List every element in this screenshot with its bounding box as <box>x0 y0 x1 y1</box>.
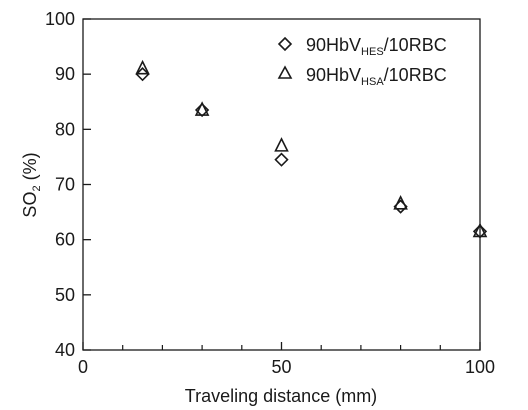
y-tick-label: 80 <box>55 119 75 139</box>
y-tick-label: 100 <box>45 9 75 29</box>
legend-label-hes-sub: HES <box>361 46 384 58</box>
y-axis-title-sub: 2 <box>31 185 43 191</box>
y-axis: 40 50 60 70 80 90 100 <box>45 9 91 360</box>
legend-label-hes-suffix: /10RBC <box>384 35 447 55</box>
triangle-marker <box>194 101 210 116</box>
y-tick-label: 90 <box>55 64 75 84</box>
data-markers <box>135 59 488 239</box>
x-tick-label: 100 <box>465 357 495 377</box>
legend-label-hsa-prefix: 90HbV <box>306 65 361 85</box>
diamond-icon <box>277 36 293 52</box>
legend-label-hes-prefix: 90HbV <box>306 35 361 55</box>
diamond-marker <box>274 152 289 167</box>
legend-label-hsa: 90HbVHSA/10RBC <box>306 65 447 88</box>
x-tick-label: 0 <box>78 357 88 377</box>
x-tick-label: 50 <box>271 357 291 377</box>
diamond-marker <box>194 102 210 118</box>
legend-label-hsa-sub: HSA <box>361 76 384 88</box>
y-axis-title-main: SO <box>20 192 40 218</box>
x-axis: 0 50 100 <box>78 342 495 377</box>
legend-item-hsa: 90HbVHSA/10RBC <box>277 65 447 88</box>
y-tick-label: 60 <box>55 230 75 250</box>
triangle-marker <box>135 59 150 75</box>
y-tick-label: 40 <box>55 340 75 360</box>
y-axis-title: SO2 (%) <box>20 152 43 217</box>
triangle-marker <box>472 222 488 238</box>
diamond-marker <box>472 224 488 239</box>
triangle-icon <box>277 65 293 79</box>
y-tick-label: 50 <box>55 285 75 305</box>
legend: 90HbVHES/10RBC 90HbVHSA/10RBC <box>277 35 447 88</box>
triangle-marker <box>393 195 408 210</box>
y-axis-title-suffix: (%) <box>20 152 40 185</box>
legend-item-hes: 90HbVHES/10RBC <box>277 35 447 58</box>
y-tick-label: 70 <box>55 175 75 195</box>
legend-label-hes: 90HbVHES/10RBC <box>306 35 447 58</box>
diamond-marker <box>135 67 150 82</box>
legend-label-hsa-suffix: /10RBC <box>384 65 447 85</box>
x-axis-title: Traveling distance (mm) <box>185 386 377 406</box>
triangle-marker <box>274 137 289 152</box>
